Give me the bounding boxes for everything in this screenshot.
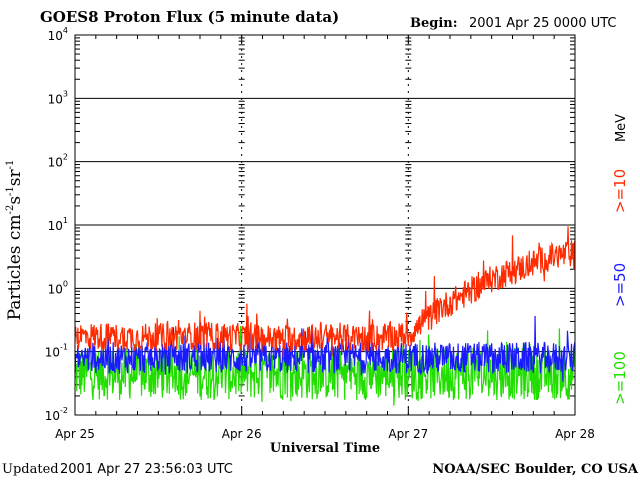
updated-value: 2001 Apr 27 23:56:03 UTC xyxy=(60,462,233,477)
begin-label: Begin: xyxy=(410,16,458,31)
x-tick-label: Apr 26 xyxy=(222,427,262,441)
y-tick-label: 10-2 xyxy=(45,406,68,423)
y-tick-label: 103 xyxy=(48,89,68,106)
x-axis-label: Universal Time xyxy=(270,441,380,456)
plot-frame xyxy=(74,34,576,416)
legend-ge50: >=50 xyxy=(611,263,629,307)
y-tick-label: 10-1 xyxy=(45,343,68,360)
y-tick-label: 102 xyxy=(48,153,68,170)
x-tick-label: Apr 25 xyxy=(55,427,95,441)
x-tick-label: Apr 27 xyxy=(388,427,428,441)
y-tick-label: 101 xyxy=(48,216,68,233)
x-tick-label: Apr 28 xyxy=(555,427,595,441)
x-tick-labels: Apr 25 Apr 26 Apr 27 Apr 28 xyxy=(55,427,595,441)
credit-text: NOAA/SEC Boulder, CO USA xyxy=(432,462,639,477)
unit-label-mev: MeV xyxy=(614,114,629,142)
series-layer xyxy=(74,226,576,406)
y-tick-labels: 10-2 10-1 100 101 102 103 104 xyxy=(45,26,68,423)
legend-ge10: >=10 xyxy=(611,169,629,213)
y-axis-label: Particles cm-2s-1sr-1 xyxy=(5,160,25,321)
updated-label: Updated xyxy=(2,462,59,477)
chart-title: GOES8 Proton Flux (5 minute data) xyxy=(40,8,339,26)
series-line-0 xyxy=(74,226,576,359)
legend-ge100: >=100 xyxy=(611,351,629,405)
series-line-1 xyxy=(74,316,576,382)
y-tick-label: 104 xyxy=(48,26,68,43)
y-tick-label: 100 xyxy=(48,279,68,296)
begin-value: 2001 Apr 25 0000 UTC xyxy=(469,16,617,31)
